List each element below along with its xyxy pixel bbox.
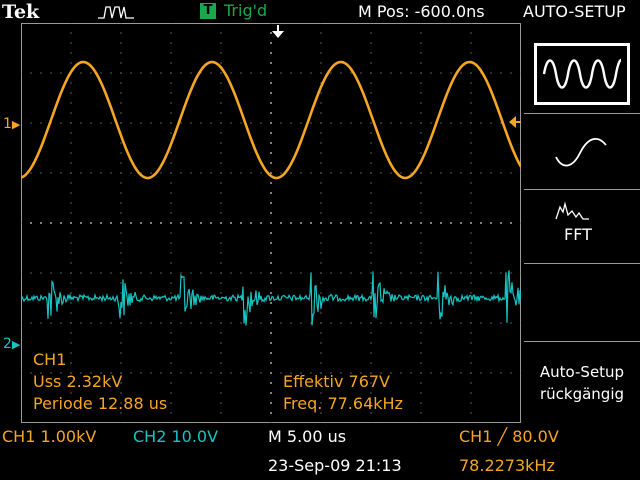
trigger-frequency-readout: 78.2273kHz <box>459 456 555 475</box>
ch1-scale-readout[interactable]: CH1 1.00kV <box>2 427 97 446</box>
fft-label: FFT <box>564 225 592 244</box>
top-status-bar: Tek T Trig'd M Pos: -600.0ns AUTO-SETUP <box>0 0 640 23</box>
measurement-effektiv: Effektiv 767V <box>283 372 390 391</box>
side-menu: FFT Auto-Setup rückgängig <box>524 23 640 423</box>
menu-button-single-cycle[interactable] <box>534 123 630 183</box>
menu-divider <box>524 341 640 342</box>
acquisition-mode-icon <box>98 6 134 19</box>
trigger-readout[interactable]: CH1 ╱ 80.0V <box>459 427 559 446</box>
menu-divider <box>524 263 640 264</box>
menu-button-fft[interactable]: FFT <box>534 195 630 255</box>
measurement-channel-label: CH1 <box>33 350 67 369</box>
ch1-marker-label: 1 <box>3 116 12 132</box>
brand-logo: Tek <box>2 1 40 23</box>
ch2-waveform <box>21 270 521 326</box>
ch1-waveform <box>21 60 521 180</box>
trigger-state-label: Trig'd <box>224 1 268 20</box>
trigger-status-icon: T <box>200 3 216 19</box>
ch2-ground-marker[interactable]: 2▶ <box>3 336 21 352</box>
ch1-ground-marker[interactable]: 1▶ <box>3 116 21 132</box>
ch2-scale-readout[interactable]: CH2 10.0V <box>133 427 219 446</box>
measurement-freq: Freq. 77.64kHz <box>283 394 403 413</box>
measurement-uss: Uss 2.32kV <box>33 372 123 391</box>
date-time-readout: 23-Sep-09 21:13 <box>268 456 402 475</box>
timebase-readout[interactable]: M 5.00 us <box>268 427 347 446</box>
trigger-position-marker-icon[interactable] <box>270 25 286 39</box>
undo-autosetup-button[interactable]: Auto-Setup rückgängig <box>524 359 640 419</box>
horizontal-position-readout: M Pos: -600.0ns <box>358 2 485 21</box>
undo-label-line2: rückgängig <box>539 385 625 403</box>
menu-title: AUTO-SETUP <box>523 2 626 21</box>
menu-divider <box>524 113 640 114</box>
menu-divider <box>524 189 640 190</box>
multi-cycle-sine-icon <box>537 46 627 102</box>
ch2-marker-label: 2 <box>3 336 12 352</box>
menu-button-multi-cycle[interactable] <box>534 43 630 105</box>
waveform-graticule[interactable] <box>21 23 521 423</box>
trigger-level-marker-icon[interactable] <box>508 115 522 129</box>
fft-spectrum-icon <box>555 201 589 220</box>
undo-label-line1: Auto-Setup <box>539 363 625 381</box>
single-cycle-sine-icon <box>555 138 607 167</box>
measurement-periode: Periode 12.88 us <box>33 394 168 413</box>
